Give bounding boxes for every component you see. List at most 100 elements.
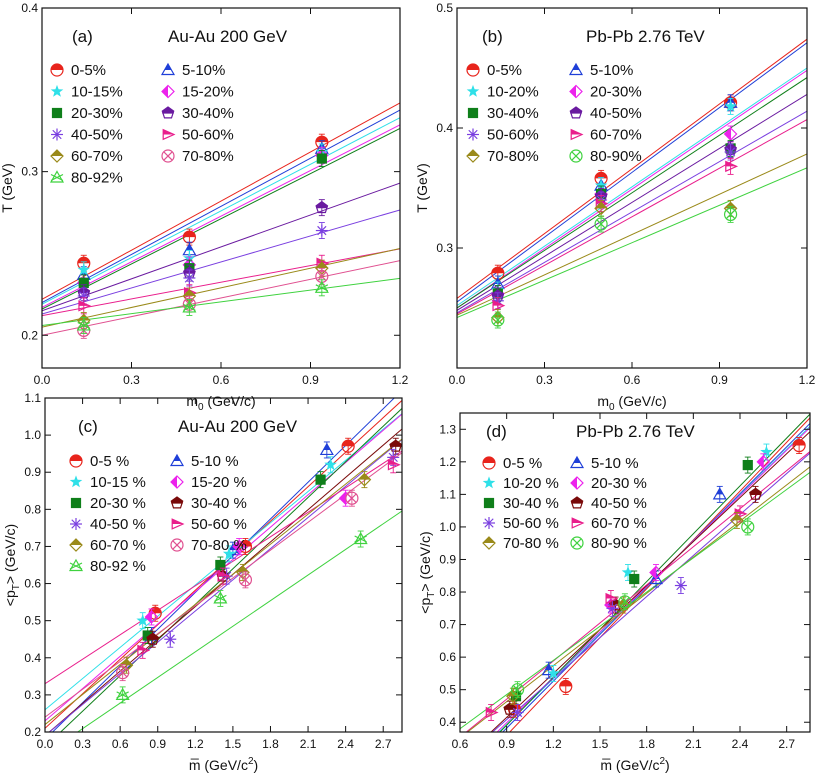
data-point (387, 459, 401, 471)
series-9 (77, 267, 329, 339)
legend-marker (482, 536, 496, 550)
x-tick-label: 0.0 (449, 373, 466, 387)
series-9 (510, 518, 755, 699)
legend-marker (570, 536, 584, 550)
panel-label: (c) (78, 417, 98, 436)
panel-title: Au-Au 200 GeV (168, 27, 288, 46)
fit-line-4 (42, 127, 400, 310)
legend-label: 5-10 % (591, 455, 639, 472)
legend-item: 70-80% (466, 148, 539, 165)
legend-label: 10-15% (71, 84, 123, 101)
legend-marker (466, 63, 480, 77)
y-tick-label: 1.2 (439, 455, 456, 469)
legend-label: 70-80% (487, 148, 539, 165)
x-tick-label: 0.3 (536, 373, 553, 387)
data-point (649, 565, 663, 580)
legend-item: 80-92% (49, 170, 123, 187)
legend-label: 5-10 % (191, 453, 239, 470)
legend-label: 80-92% (71, 170, 123, 187)
legend-label: 70-80 % (503, 535, 559, 552)
series-8 (490, 199, 738, 327)
x-tick-label: 0.6 (112, 737, 129, 751)
legend-marker (161, 149, 175, 163)
fit-line-2 (457, 67, 807, 307)
data-point (559, 679, 573, 694)
legend-label: 30-40% (487, 105, 539, 122)
legend-item: 50-60% (162, 127, 234, 144)
y-tick-label: 0.3 (436, 241, 453, 255)
legend-item: 5-10 % (569, 455, 639, 472)
data-point (146, 632, 160, 645)
x-tick-label: 2.4 (732, 737, 749, 751)
legend-label: 50-60 % (191, 516, 247, 533)
data-point (217, 570, 231, 582)
legend-item: 50-60 % (171, 516, 247, 533)
legend-item: 30-40% (161, 105, 234, 122)
x-tick-label: 0.9 (498, 737, 515, 751)
y-tick-label: 1.1 (24, 391, 41, 405)
data-point (760, 445, 773, 458)
fit-line-7 (457, 119, 807, 315)
series-2 (547, 443, 773, 682)
legend-marker (69, 454, 83, 468)
legend-item: 10-20% (466, 84, 539, 101)
y-tick-label: 0.8 (439, 585, 456, 599)
data-point (621, 565, 635, 578)
legend-item: 40-50 % (570, 495, 647, 512)
y-tick-label: 1.0 (439, 520, 456, 534)
legend-label: 0-5 % (90, 453, 129, 470)
y-tick-label: 0.4 (24, 651, 41, 665)
y-tick-label: 0.9 (439, 552, 456, 566)
legend-label: 80-90 % (591, 535, 647, 552)
legend-item: 20-30% (569, 84, 642, 101)
legend-item: 15-20 % (170, 474, 247, 491)
x-tick-label: 0.9 (711, 373, 728, 387)
fit-line-10 (76, 510, 402, 732)
data-point (547, 666, 560, 679)
data-point (712, 487, 727, 500)
fit-line-9 (42, 260, 400, 336)
legend-marker (483, 497, 495, 509)
data-point (492, 299, 506, 312)
legend-marker (68, 558, 84, 572)
legend: 0-5 % 5-10 % 10-15 % 15-20 % 20-30 % 30-40 % 4… (68, 453, 247, 575)
chart-panel-a: 0.0 0.3 0.6 0.9 1.2 0.2 0.3 0.4 m0 (GeV/c) T (GeV… (0, 1, 409, 413)
legend-label: 40-50% (71, 127, 123, 144)
y-tick-label: 0.3 (24, 688, 41, 702)
data-point (236, 565, 250, 580)
panel-title: Pb-Pb 2.76 TeV (586, 27, 705, 46)
panel-label: (b) (482, 27, 503, 46)
x-tick-label: 1.8 (638, 737, 655, 751)
legend-marker (162, 128, 176, 141)
series-7 (137, 456, 401, 659)
data-point (724, 99, 737, 112)
y-tick-label: 0.9 (24, 465, 41, 479)
data-point (137, 644, 151, 657)
y-tick-label: 0.4 (439, 715, 456, 729)
data-point (78, 300, 92, 312)
data-point (164, 633, 177, 646)
legend-marker (51, 107, 63, 119)
fit-line-8 (45, 438, 402, 725)
data-point (341, 439, 355, 453)
fit-line-9 (45, 452, 402, 718)
data-point (319, 442, 334, 456)
legend-marker (570, 128, 584, 141)
series-2 (136, 456, 337, 630)
legend-item: 5-10% (160, 62, 225, 79)
legend-marker (570, 476, 584, 490)
data-point (742, 459, 753, 471)
x-tick-label: 1.2 (187, 737, 204, 751)
fit-line-6 (48, 439, 402, 732)
data-point (606, 602, 619, 615)
data-point (605, 592, 619, 605)
legend-item: 50-60 % (483, 515, 559, 532)
legend-label: 10-15 % (90, 474, 146, 491)
legend-label: 20-30% (590, 84, 642, 101)
legend-item: 60-70 % (69, 537, 146, 554)
x-tick-label: 0.3 (74, 737, 91, 751)
legend-marker (69, 475, 83, 488)
legend-label: 80-90% (590, 148, 642, 165)
legend-item: 50-60% (467, 127, 539, 144)
y-tick-label: 0.2 (24, 725, 41, 739)
